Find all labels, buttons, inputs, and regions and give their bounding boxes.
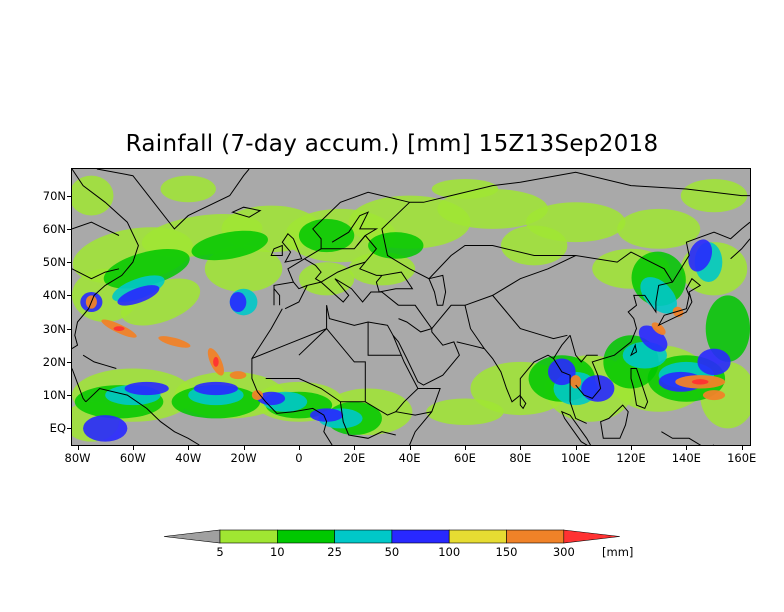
legend-threshold-label: 300 (552, 545, 575, 559)
lon-tick-mark (298, 445, 300, 450)
lat-tick-mark (67, 262, 72, 264)
lat-tick-mark (67, 395, 72, 397)
lon-tick-label: 0 (295, 451, 303, 465)
rainfall-field (72, 175, 750, 442)
lat-tick-label: 20N (42, 354, 66, 369)
lat-tick-label: 10N (42, 388, 66, 403)
rainfall-map-canvas (72, 169, 750, 445)
lon-tick-mark (409, 445, 411, 450)
lat-tick-mark (67, 361, 72, 363)
lon-tick-mark (631, 445, 632, 450)
legend-threshold-label: 150 (495, 545, 518, 559)
lon-tick-mark (132, 445, 134, 450)
lon-tick-mark (741, 445, 743, 450)
lon-tick-mark (686, 445, 688, 450)
legend-swatch (276, 529, 335, 544)
lat-tick-mark (67, 428, 72, 430)
legend-threshold-label: 5 (216, 545, 224, 559)
rainfall-map (71, 168, 751, 446)
legend-swatch (506, 529, 565, 544)
lon-tick-mark (464, 445, 466, 450)
lon-tick-mark (575, 445, 577, 450)
legend-swatch (334, 529, 393, 544)
lon-tick-label: 40W (175, 451, 202, 465)
lon-tick-label: 60W (119, 451, 146, 465)
lon-tick-label: 80W (64, 451, 91, 465)
lat-tick-mark (67, 228, 72, 230)
lon-tick-label: 20W (230, 451, 257, 465)
chart-title: Rainfall (7-day accum.) [mm] 15Z13Sep201… (125, 131, 659, 157)
lat-tick-label: 60N (42, 221, 66, 236)
lat-tick-mark (67, 195, 72, 197)
legend-threshold-label: 50 (384, 545, 400, 559)
legend-swatch-above (563, 529, 620, 544)
lat-tick-mark (67, 328, 72, 330)
legend-swatch (391, 529, 450, 544)
lon-tick-label: 80E (509, 451, 532, 465)
legend-unit: [mm] (602, 545, 634, 559)
lat-tick-mark (67, 295, 72, 297)
lon-tick-label: 100E (561, 451, 591, 465)
lon-tick-mark (520, 445, 522, 450)
lat-tick-label: 30N (42, 321, 66, 336)
lon-tick-label: 40E (398, 451, 421, 465)
legend-threshold-label: 10 (269, 545, 285, 559)
lon-tick-label: 120E (616, 451, 646, 465)
legend-swatch (219, 529, 278, 544)
lon-tick-mark (243, 445, 245, 450)
legend-threshold-label: 25 (327, 545, 342, 559)
lon-tick-label: 140E (671, 451, 701, 465)
lat-tick-label: 70N (42, 188, 66, 203)
lat-tick-label: EQ (49, 421, 66, 436)
legend-threshold-label: 100 (438, 545, 461, 559)
legend-swatch (448, 529, 507, 544)
lon-tick-label: 20E (343, 451, 366, 465)
lat-tick-label: 50N (42, 255, 66, 270)
lon-tick-label: 60E (454, 451, 476, 465)
coastlines (72, 169, 750, 445)
lon-tick-label: 160E (727, 451, 757, 465)
lon-tick-mark (77, 445, 79, 450)
lon-tick-mark (354, 445, 356, 450)
lon-tick-mark (188, 445, 190, 450)
lat-tick-label: 40N (42, 288, 66, 303)
legend-swatch-below (163, 529, 221, 544)
